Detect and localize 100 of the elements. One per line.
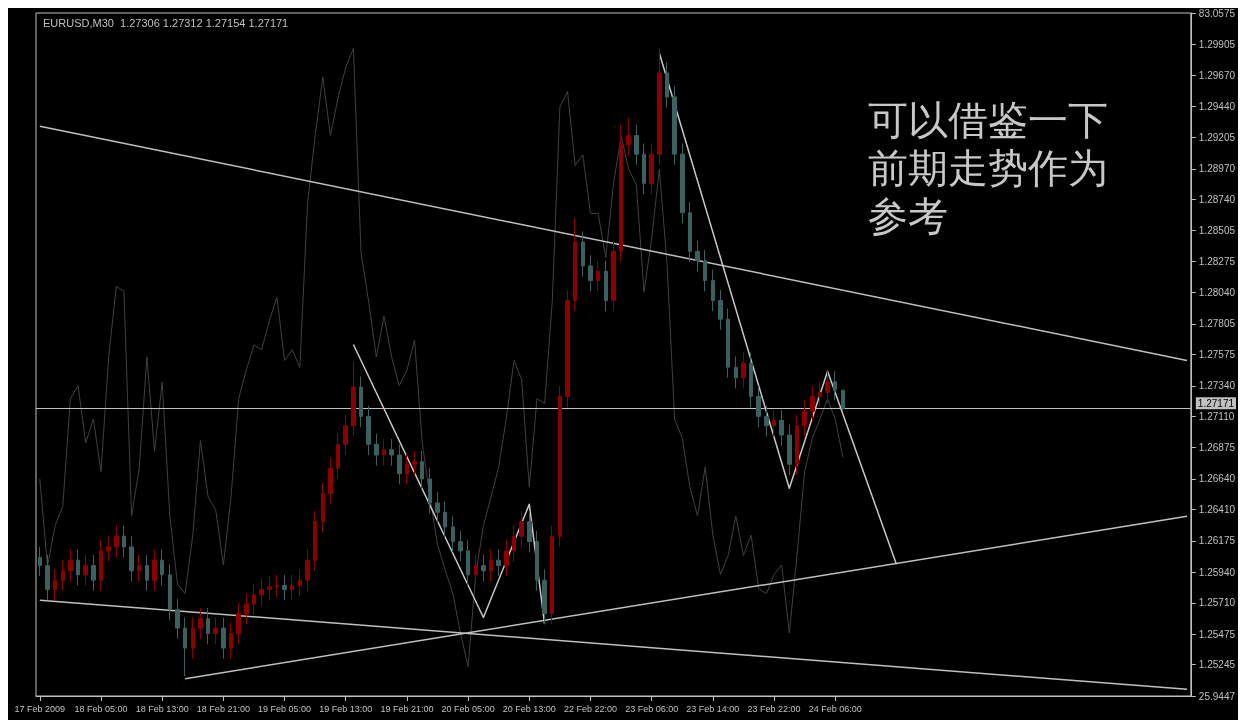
- candlestick: [91, 554, 96, 592]
- candlestick: [68, 549, 73, 582]
- y2-tick-label: 83.0575: [1198, 7, 1236, 19]
- x-tick-label: 22 Feb 22:00: [563, 703, 618, 714]
- candlestick: [298, 569, 302, 597]
- x-tick-label: 18 Feb 13:00: [135, 703, 189, 714]
- y-tick-label: 1.28040: [1198, 287, 1236, 299]
- candlestick: [550, 525, 554, 625]
- candlestick: [734, 356, 738, 389]
- x-tick-label: 23 Feb 06:00: [625, 703, 679, 714]
- candlestick: [229, 622, 233, 660]
- candlestick: [351, 361, 356, 437]
- candlestick: [53, 569, 57, 601]
- candlestick: [474, 554, 478, 586]
- x-tick-label: 19 Feb 05:00: [258, 703, 312, 714]
- candlestick: [512, 525, 516, 563]
- candlestick: [267, 575, 272, 601]
- y-tick-label: 1.27805: [1198, 318, 1236, 330]
- candlestick: [481, 554, 486, 582]
- y-tick-label: 1.25245: [1198, 659, 1236, 671]
- candlestick: [382, 438, 386, 467]
- x-tick-label: 18 Feb 05:00: [74, 703, 128, 714]
- candlestick: [688, 201, 692, 263]
- x-tick-label: 19 Feb 21:00: [380, 703, 434, 714]
- candlestick: [221, 616, 226, 660]
- y-tick-label: 1.28970: [1198, 163, 1236, 175]
- candlestick: [435, 491, 440, 524]
- ref-line-label: 1.27171: [1197, 397, 1235, 409]
- x-tick-label: 18 Feb 21:00: [196, 703, 250, 714]
- candlestick: [168, 563, 172, 621]
- candlestick: [76, 549, 80, 586]
- candlestick: [328, 457, 333, 505]
- candlestick: [741, 352, 746, 389]
- candlestick: [443, 501, 447, 539]
- annotation: 可以借鉴一下前期走势作为参考: [868, 97, 1108, 239]
- candlestick: [466, 539, 470, 586]
- candlestick: [137, 554, 141, 582]
- x-tick-label: 20 Feb 13:00: [502, 703, 556, 714]
- candlestick: [787, 423, 792, 476]
- candlestick: [810, 385, 815, 423]
- candlestick: [634, 124, 639, 166]
- y-tick-label: 1.25710: [1198, 597, 1236, 609]
- candlestick: [626, 117, 631, 156]
- candlestick: [458, 530, 463, 563]
- candlestick: [581, 230, 585, 278]
- candlestick: [703, 249, 707, 292]
- candlestick: [841, 389, 845, 412]
- y-tick-label: 1.27575: [1198, 349, 1236, 360]
- candlestick: [565, 289, 570, 408]
- candlestick: [145, 554, 149, 592]
- candlestick: [749, 352, 753, 408]
- candlestick: [825, 370, 830, 404]
- candlestick: [366, 405, 371, 456]
- candlestick: [275, 574, 279, 598]
- candlestick: [160, 549, 164, 586]
- y2-tick-label: 25.9447: [1198, 690, 1236, 702]
- x-tick-label: 20 Feb 05:00: [441, 703, 495, 714]
- candlestick: [619, 124, 623, 263]
- candlestick: [695, 240, 700, 272]
- candlestick: [833, 370, 837, 401]
- candlestick: [321, 482, 325, 533]
- x-tick-label: 23 Feb 22:00: [747, 703, 801, 714]
- candlestick: [206, 607, 210, 645]
- y-tick-label: 1.28740: [1198, 193, 1236, 205]
- candlestick: [665, 61, 669, 109]
- candlestick: [122, 525, 126, 559]
- candlestick: [198, 607, 203, 640]
- candlestick: [519, 510, 524, 548]
- candlestick: [106, 535, 111, 563]
- candlestick: [290, 574, 294, 601]
- candlestick: [680, 142, 685, 224]
- candlestick: [305, 549, 310, 592]
- y-tick-label: 1.26875: [1198, 442, 1236, 454]
- y-tick-label: 1.28275: [1198, 255, 1236, 267]
- candlestick: [359, 375, 363, 428]
- candlestick: [535, 530, 539, 592]
- y-tick-label: 1.26175: [1198, 535, 1236, 547]
- y-tick-label: 1.25940: [1198, 566, 1236, 578]
- candlestick: [588, 254, 593, 292]
- y-tick-label: 1.29440: [1198, 100, 1236, 112]
- candlestick: [244, 592, 249, 625]
- candlestick: [175, 598, 180, 640]
- candlestick: [672, 85, 677, 166]
- candlestick: [152, 549, 157, 592]
- x-tick-label: 23 Feb 14:00: [686, 703, 740, 714]
- x-tick-label: 19 Feb 13:00: [319, 703, 373, 714]
- candlestick: [412, 450, 417, 476]
- candlestick: [99, 539, 103, 592]
- candlestick: [504, 539, 509, 577]
- candlestick: [542, 569, 547, 625]
- candlestick: [213, 616, 218, 645]
- candlestick: [649, 142, 654, 195]
- candlestick: [604, 260, 608, 312]
- candlestick: [451, 515, 455, 553]
- candlestick: [657, 47, 662, 166]
- candlestick: [191, 616, 195, 660]
- candlestick: [489, 549, 493, 582]
- candlestick: [756, 385, 761, 428]
- candlestick: [313, 510, 317, 572]
- candlestick: [405, 453, 409, 485]
